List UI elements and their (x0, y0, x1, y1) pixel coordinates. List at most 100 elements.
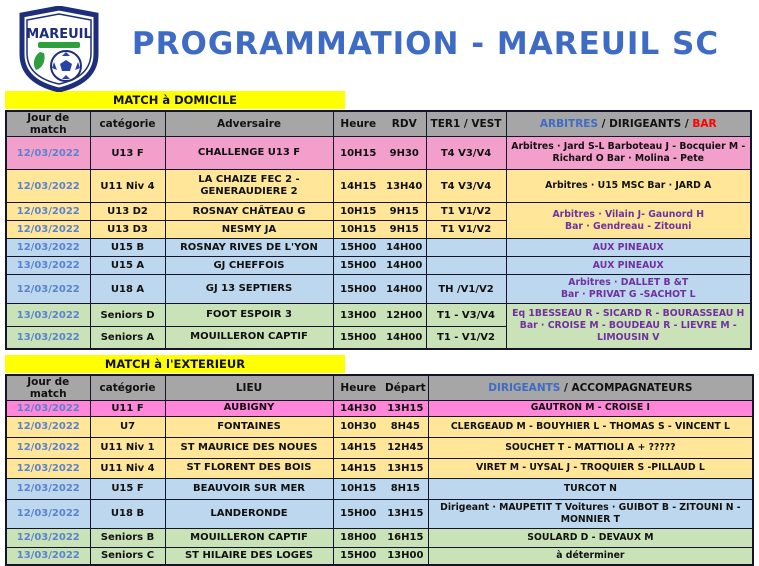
category-cell: U11 F (90, 400, 165, 416)
match-date-cell: 12/03/2022 (6, 239, 90, 257)
club-banner (38, 42, 80, 48)
col-header-categorie: catégorie (90, 111, 165, 137)
time-cell: 14H15 (333, 437, 383, 458)
away-table-header-row: Jour de match catégorie LIEU Heure Dépar… (6, 375, 753, 401)
rdv-cell: 13H40 (383, 170, 426, 203)
opponent-cell: LA CHAIZE FEC 2 - GENERAUDIERE 2 (165, 170, 333, 203)
terrain-cell: T1 - V1/V2 (426, 327, 506, 349)
time-cell: 15H00 (333, 257, 383, 275)
time-cell: 10H15 (333, 221, 383, 239)
rdv-cell: 14H00 (383, 239, 426, 257)
table-row: 12/03/2022 U11 Niv 1 ST MAURICE DES NOUE… (6, 437, 753, 458)
match-date-cell: 13/03/2022 (6, 304, 90, 327)
home-section-label: MATCH à DOMICILE (5, 91, 345, 109)
rdv-cell: 12H00 (383, 304, 426, 327)
depart-cell: 13H00 (383, 547, 428, 565)
terrain-cell: T4 V3/V4 (426, 137, 506, 170)
staff-cell: SOULARD D - DEVAUX M (428, 528, 753, 547)
match-date-cell: 12/03/2022 (6, 499, 90, 528)
opponent-cell: ROSNAY CHÂTEAU G (165, 203, 333, 221)
match-date-cell: 12/03/2022 (6, 275, 90, 304)
staff-cell: Arbitres · U15 MSC Bar · JARD A (506, 170, 751, 203)
opponent-cell: NESMY JA (165, 221, 333, 239)
time-cell: 10H15 (333, 137, 383, 170)
page-header: MAREUIL PROGRAMMATION - MAREUIL SC (0, 0, 759, 88)
staff-cell-merged: Arbitres · Vilain J- Gaunord H Bar · Gen… (506, 203, 751, 239)
col-header-heure: Heure (333, 375, 383, 401)
staff-cell: AUX PINEAUX (506, 257, 751, 275)
match-date-cell: 12/03/2022 (6, 170, 90, 203)
time-cell: 15H00 (333, 327, 383, 349)
depart-cell: 8H15 (383, 478, 428, 499)
staff-cell: Arbitres · Jard S-L Barboteau J - Bocqui… (506, 137, 751, 170)
col-header-rdv: RDV (383, 111, 426, 137)
club-name-text: MAREUIL (26, 27, 92, 42)
table-row: 13/03/2022 Seniors C ST HILAIRE DES LOGE… (6, 547, 753, 565)
header-bar-label: BAR (692, 118, 716, 130)
page-title: PROGRAMMATION - MAREUIL SC (102, 0, 759, 62)
time-cell: 13H00 (333, 304, 383, 327)
match-date-cell: 12/03/2022 (6, 400, 90, 416)
terrain-cell (426, 257, 506, 275)
rdv-cell: 9H15 (383, 221, 426, 239)
category-cell: U18 A (90, 275, 165, 304)
category-cell: U15 B (90, 239, 165, 257)
rdv-cell: 14H00 (383, 275, 426, 304)
staff-cell: Dirigeant · MAUPETIT T Voitures · GUIBOT… (428, 499, 753, 528)
opponent-cell: CHALLENGE U13 F (165, 137, 333, 170)
terrain-cell: T4 V3/V4 (426, 170, 506, 203)
time-cell: 10H15 (333, 478, 383, 499)
staff-cell: SOUCHET T - MATTIOLI A + ????? (428, 437, 753, 458)
depart-cell: 16H15 (383, 528, 428, 547)
terrain-cell: TH /V1/V2 (426, 275, 506, 304)
col-header-categorie: catégorie (90, 375, 165, 401)
match-date-cell: 12/03/2022 (6, 203, 90, 221)
header-dirigeants-label: DIRIGEANTS (488, 382, 560, 394)
time-cell: 10H30 (333, 416, 383, 437)
header-dirigeants-label: / DIRIGEANTS / (598, 118, 692, 130)
col-header-adversaire: Adversaire (165, 111, 333, 137)
match-date-cell: 12/03/2022 (6, 437, 90, 458)
col-header-staff: ARBITRES / DIRIGEANTS / BAR (506, 111, 751, 137)
rdv-cell: 14H00 (383, 327, 426, 349)
staff-cell: à déterminer (428, 547, 753, 565)
away-matches-table: Jour de match catégorie LIEU Heure Dépar… (5, 374, 754, 566)
location-cell: ST HILAIRE DES LOGES (165, 547, 333, 565)
staff-cell: CLERGEAUD M - BOUYHIER L - THOMAS S - VI… (428, 416, 753, 437)
table-row: 12/03/2022 U18 A GJ 13 SEPTIERS 15H00 14… (6, 275, 751, 304)
category-cell: U7 (90, 416, 165, 437)
category-cell: Seniors A (90, 327, 165, 349)
table-row: 12/03/2022 U11 Niv 4 ST FLORENT DES BOIS… (6, 458, 753, 478)
club-crest-logo: MAREUIL (16, 6, 102, 92)
category-cell: Seniors C (90, 547, 165, 565)
col-header-jour: Jour de match (6, 375, 90, 401)
table-row: 12/03/2022 U13 D2 ROSNAY CHÂTEAU G 10H15… (6, 203, 751, 221)
terrain-cell: T1 V1/V2 (426, 221, 506, 239)
staff-cell: TURCOT N (428, 478, 753, 499)
terrain-cell (426, 239, 506, 257)
match-date-cell: 12/03/2022 (6, 478, 90, 499)
table-row: 12/03/2022 Seniors B MOUILLERON CAPTIF 1… (6, 528, 753, 547)
col-header-jour: Jour de match (6, 111, 90, 137)
rdv-cell: 9H15 (383, 203, 426, 221)
match-date-cell: 13/03/2022 (6, 327, 90, 349)
col-header-staff: DIRIGEANTS / ACCOMPAGNATEURS (428, 375, 753, 401)
table-row: 12/03/2022 U15 B ROSNAY RIVES DE L'YON 1… (6, 239, 751, 257)
category-cell: U11 Niv 4 (90, 170, 165, 203)
terrain-cell: T1 V1/V2 (426, 203, 506, 221)
location-cell: ST FLORENT DES BOIS (165, 458, 333, 478)
table-row: 12/03/2022 U15 F BEAUVOIR SUR MER 10H15 … (6, 478, 753, 499)
away-section-label: MATCH à l'EXTERIEUR (5, 355, 345, 373)
time-cell: 15H00 (333, 547, 383, 565)
table-row: 12/03/2022 U13 F CHALLENGE U13 F 10H15 9… (6, 137, 751, 170)
category-cell: U15 A (90, 257, 165, 275)
location-cell: BEAUVOIR SUR MER (165, 478, 333, 499)
category-cell: U18 B (90, 499, 165, 528)
staff-cell: VIRET M - UYSAL J - TROQUIER S -PILLAUD … (428, 458, 753, 478)
location-cell: AUBIGNY (165, 400, 333, 416)
time-cell: 14H15 (333, 170, 383, 203)
time-cell: 18H00 (333, 528, 383, 547)
match-date-cell: 12/03/2022 (6, 221, 90, 239)
staff-cell: Arbitres · DALLET B &T Bar · PRIVAT G -S… (506, 275, 751, 304)
time-cell: 14H15 (333, 458, 383, 478)
